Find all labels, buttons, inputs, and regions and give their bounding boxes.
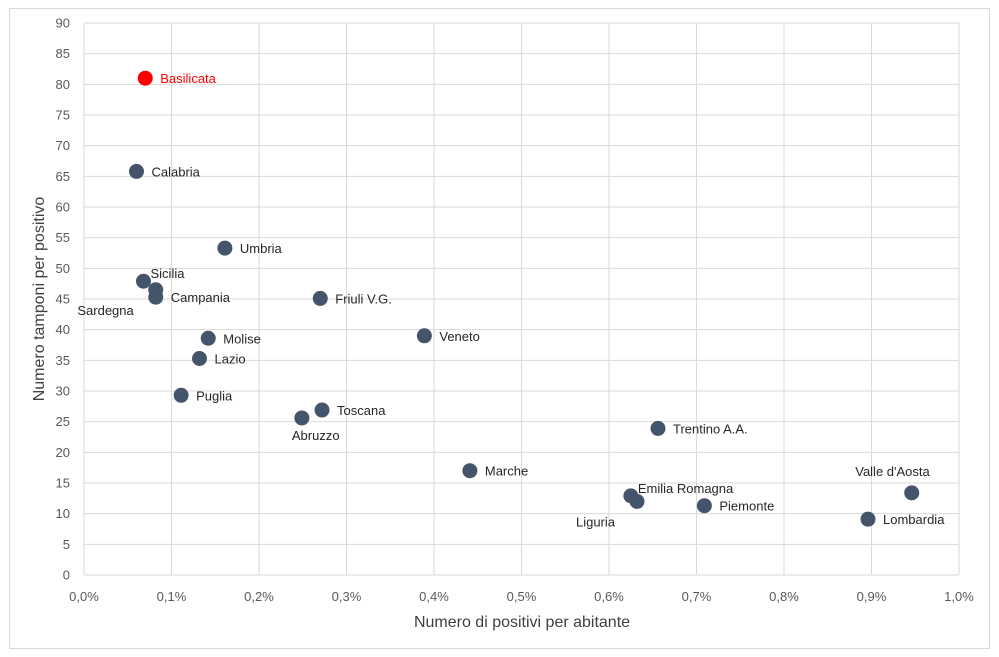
data-point	[416, 328, 432, 344]
data-label: Liguria	[576, 514, 616, 529]
data-label: Piemonte	[719, 499, 774, 514]
y-tick-label: 45	[56, 292, 70, 307]
x-axis-title: Numero di positivi per abitante	[414, 614, 630, 631]
y-tick-label: 50	[56, 261, 70, 276]
y-tick-label: 65	[56, 169, 70, 184]
y-tick-label: 5	[63, 537, 70, 552]
x-tick-label: 0,9%	[857, 589, 887, 604]
x-tick-label: 0,3%	[332, 589, 362, 604]
data-point	[650, 420, 666, 436]
data-label: Trentino A.A.	[673, 421, 748, 436]
point-labels: Basilicata Calabria Umbria Sicilia Sardegna C…	[77, 71, 945, 529]
data-point	[136, 273, 151, 289]
y-tick-label: 40	[56, 322, 70, 337]
data-label: Puglia	[196, 388, 233, 403]
y-tick-label: 80	[56, 77, 70, 92]
data-label: Marche	[485, 464, 528, 479]
data-points	[129, 70, 920, 527]
data-label: Molise	[223, 331, 261, 346]
data-label: Friuli V.G.	[335, 291, 392, 306]
y-tick-label: 85	[56, 46, 70, 61]
x-tick-label: 0,4%	[419, 589, 449, 604]
y-tick-label: 15	[56, 476, 70, 491]
data-label: Calabria	[152, 164, 201, 179]
x-tick-labels: 0,0% 0,1% 0,2% 0,3% 0,4% 0,5% 0,6% 0,7% 0,8% 0,9%…	[69, 589, 974, 604]
x-tick-label: 0,8%	[769, 589, 799, 604]
data-label: Toscana	[337, 403, 386, 418]
data-label: Umbria	[240, 241, 283, 256]
data-point	[192, 350, 207, 366]
data-label: Abruzzo	[292, 428, 340, 443]
data-point	[696, 498, 712, 514]
y-tick-label: 10	[56, 506, 70, 521]
data-point	[860, 511, 876, 527]
y-tick-label: 35	[56, 353, 70, 368]
y-tick-label: 90	[56, 16, 70, 31]
x-tick-label: 1,0%	[944, 589, 974, 604]
x-tick-label: 0,0%	[69, 589, 99, 604]
data-point	[129, 163, 144, 179]
y-tick-label: 0	[63, 568, 70, 583]
data-point	[148, 289, 164, 305]
y-tick-label: 20	[56, 445, 70, 460]
data-label: Basilicata	[160, 71, 216, 86]
y-tick-labels: 0 5 10 15 20 25 30 35 40 45 50 55 60 65 70 75 80 85 90	[56, 16, 70, 583]
x-tick-label: 0,1%	[157, 589, 187, 604]
x-tick-label: 0,5%	[507, 589, 537, 604]
data-label: Lombardia	[883, 512, 945, 527]
data-point	[294, 410, 310, 426]
data-label: Sardegna	[77, 303, 134, 318]
y-axis-title: Numero tamponi per positivo	[31, 197, 48, 402]
data-label: Veneto	[439, 329, 480, 344]
y-tick-label: 55	[56, 230, 70, 245]
data-point	[904, 485, 920, 501]
data-point	[200, 330, 216, 346]
y-tick-label: 30	[56, 384, 70, 399]
y-tick-label: 60	[56, 200, 70, 215]
data-label: Emilia Romagna	[638, 481, 734, 496]
grid-lines	[83, 22, 960, 576]
data-point	[173, 387, 189, 403]
data-label: Campania	[171, 290, 231, 305]
x-tick-label: 0,6%	[594, 589, 624, 604]
x-tick-label: 0,2%	[244, 589, 274, 604]
data-point	[462, 463, 478, 479]
data-point	[312, 290, 328, 306]
data-point	[137, 70, 153, 86]
data-point	[314, 402, 330, 418]
y-tick-label: 75	[56, 108, 70, 123]
y-tick-label: 25	[56, 414, 70, 429]
y-tick-label: 70	[56, 138, 70, 153]
x-tick-label: 0,7%	[682, 589, 712, 604]
data-label: Sicilia	[151, 266, 186, 281]
data-point	[629, 493, 645, 509]
data-point	[217, 240, 233, 256]
data-label: Valle d'Aosta	[855, 464, 930, 479]
data-label: Lazio	[215, 351, 246, 366]
